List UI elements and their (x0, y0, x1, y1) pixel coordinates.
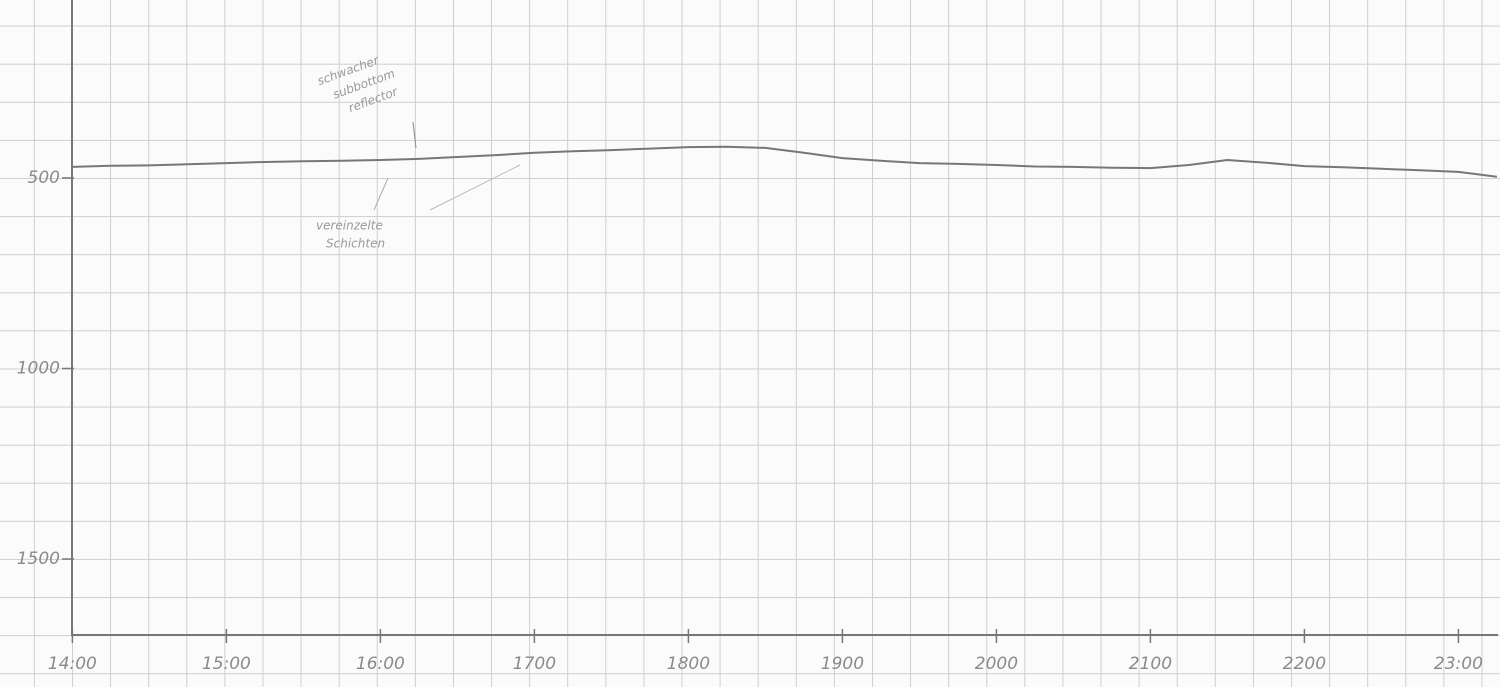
x-tick-label: 15:00 (202, 654, 251, 674)
y-tick-label: 1000 (17, 358, 60, 378)
annotation-text: vereinzelte (316, 219, 383, 233)
x-tick-label: 14:00 (48, 654, 97, 674)
annotation-text: Schichten (326, 237, 385, 251)
x-tick-label: 2100 (1129, 654, 1172, 674)
arrow (429, 164, 521, 211)
x-tick-label: 2200 (1283, 654, 1326, 674)
x-tick-label: 1900 (821, 654, 864, 674)
x-tick-label: 16:00 (356, 654, 405, 674)
x-tick-label: 23:00 (1434, 654, 1483, 674)
x-tick-label: 1700 (513, 654, 556, 674)
data-line (72, 145, 1498, 178)
y-tick-label: 1500 (17, 549, 60, 569)
x-tick-label: 2000 (975, 654, 1018, 674)
arrow (412, 121, 417, 149)
x-tick-label: 1800 (667, 654, 710, 674)
annotation: vereinzelte Schichten (316, 219, 385, 251)
y-tick-label: 500 (28, 168, 60, 188)
arrow (373, 177, 389, 211)
